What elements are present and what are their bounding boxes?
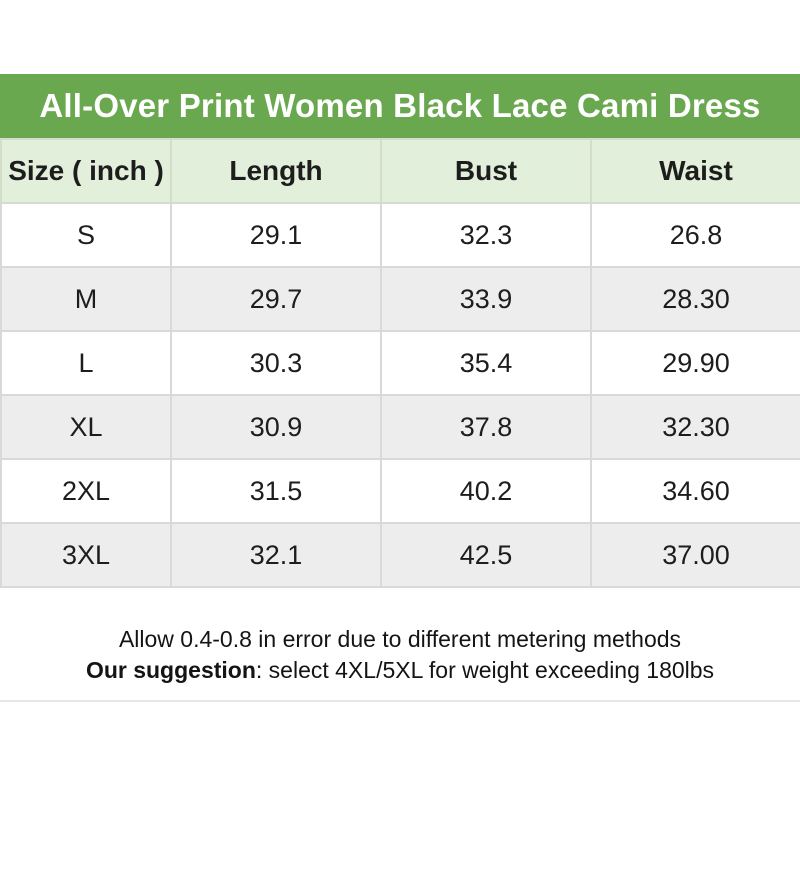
page-title: All-Over Print Women Black Lace Cami Dre… — [39, 87, 761, 124]
column-header-length: Length — [170, 138, 382, 204]
length-cell: 29.7 — [170, 266, 382, 332]
bust-cell: 40.2 — [380, 458, 592, 524]
size-chart-table: Size ( inch ) Length Bust Waist S 29.1 3… — [0, 138, 800, 588]
bust-cell: 42.5 — [380, 522, 592, 588]
column-header-size: Size ( inch ) — [0, 138, 172, 204]
table-row-2xl: 2XL 31.5 40.2 34.60 — [0, 458, 800, 524]
bust-cell: 33.9 — [380, 266, 592, 332]
table-row-l: L 30.3 35.4 29.90 — [0, 330, 800, 396]
column-header-waist: Waist — [590, 138, 800, 204]
table-row-s: S 29.1 32.3 26.8 — [0, 202, 800, 268]
table-row-xl: XL 30.9 37.8 32.30 — [0, 394, 800, 460]
waist-cell: 34.60 — [590, 458, 800, 524]
table-row-m: M 29.7 33.9 28.30 — [0, 266, 800, 332]
waist-cell: 37.00 — [590, 522, 800, 588]
header-row: Size ( inch ) Length Bust Waist — [0, 138, 800, 204]
size-cell: 2XL — [0, 458, 172, 524]
size-cell: 3XL — [0, 522, 172, 588]
note-suggestion-label: Our suggestion — [85, 657, 256, 683]
size-cell: L — [0, 330, 172, 396]
table-row-3xl: 3XL 32.1 42.5 37.00 — [0, 522, 800, 588]
bust-cell: 37.8 — [380, 394, 592, 460]
column-header-bust: Bust — [380, 138, 592, 204]
length-cell: 29.1 — [170, 202, 382, 268]
measurement-notes: Allow 0.4-0.8 in error due to different … — [0, 624, 800, 686]
bust-cell: 35.4 — [380, 330, 592, 396]
note-error-tolerance: Allow 0.4-0.8 in error due to different … — [118, 626, 682, 652]
waist-cell: 26.8 — [590, 202, 800, 268]
waist-cell: 29.90 — [590, 330, 800, 396]
size-cell: M — [0, 266, 172, 332]
note-suggestion-text: : select 4XL/5XL for weight exceeding 18… — [255, 657, 715, 683]
bottom-divider-line — [0, 700, 800, 702]
bust-cell: 32.3 — [380, 202, 592, 268]
note-suggestion: Our suggestion: select 4XL/5XL for weigh… — [0, 655, 800, 686]
waist-cell: 28.30 — [590, 266, 800, 332]
waist-cell: 32.30 — [590, 394, 800, 460]
length-cell: 30.3 — [170, 330, 382, 396]
size-chart-title-banner: All-Over Print Women Black Lace Cami Dre… — [0, 74, 800, 138]
length-cell: 32.1 — [170, 522, 382, 588]
size-cell: XL — [0, 394, 172, 460]
length-cell: 30.9 — [170, 394, 382, 460]
size-cell: S — [0, 202, 172, 268]
length-cell: 31.5 — [170, 458, 382, 524]
